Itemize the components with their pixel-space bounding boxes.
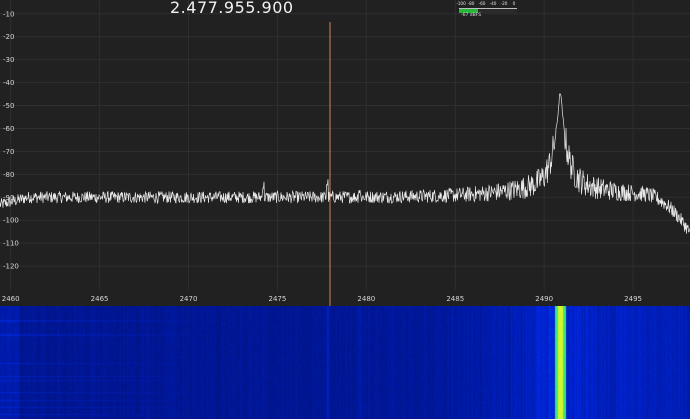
y-axis-label: -70 — [3, 148, 14, 156]
meter-scale-line — [459, 8, 517, 9]
meter-tick-label: -40 — [489, 1, 497, 6]
spectrum-plot[interactable]: -10-20-30-40-50-60-70-80-90-100-110-120 … — [0, 0, 690, 306]
y-axis-label: -40 — [3, 79, 14, 87]
tuned-frequency-display[interactable]: 2.477.955.900 — [170, 0, 294, 17]
x-axis-label: 2475 — [269, 295, 287, 303]
x-axis-labels: 2460 2465 2470 2475 2480 2485 2490 2495 — [2, 295, 642, 303]
spectrum-grid-vertical — [10, 0, 634, 290]
meter-tick-labels: -100 -80 -60 -40 -20 0 — [455, 1, 519, 7]
meter-tick-label: -20 — [500, 1, 508, 6]
x-axis-label: 2480 — [357, 295, 375, 303]
meter-tick-label: 0 — [512, 1, 516, 6]
x-axis-label: 2460 — [2, 295, 20, 303]
y-axis-label: -50 — [3, 102, 14, 110]
signal-level-meter: -100 -80 -60 -40 -20 0 -67 dBFS — [455, 1, 519, 21]
y-axis-label: -120 — [3, 263, 19, 271]
spectrum-grid-horizontal — [0, 13, 690, 267]
spectrum-trace — [0, 93, 690, 234]
y-axis-label: -100 — [3, 217, 19, 225]
y-axis-label: -30 — [3, 56, 14, 64]
x-axis-label: 2495 — [624, 295, 642, 303]
meter-tick-label: -100 — [456, 1, 466, 6]
meter-tick-label: -60 — [478, 1, 486, 6]
meter-bar-fill — [459, 9, 479, 13]
meter-tick-label: -80 — [467, 1, 475, 6]
x-axis-label: 2470 — [180, 295, 198, 303]
waterfall-display[interactable] — [0, 306, 690, 419]
y-axis-label: -10 — [3, 10, 14, 18]
x-axis-label: 2490 — [535, 295, 553, 303]
y-axis-label: -60 — [3, 125, 14, 133]
y-axis-label: -20 — [3, 33, 14, 41]
meter-bar-track — [459, 9, 517, 13]
meter-dbfs-readout: -67 dBFS — [461, 13, 482, 18]
y-axis-label: -110 — [3, 240, 19, 248]
x-axis-label: 2465 — [91, 295, 109, 303]
y-axis-label: -80 — [3, 171, 14, 179]
x-axis-label: 2485 — [446, 295, 464, 303]
